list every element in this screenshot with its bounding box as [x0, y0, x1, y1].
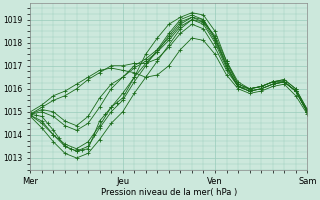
X-axis label: Pression niveau de la mer( hPa ): Pression niveau de la mer( hPa )	[101, 188, 237, 197]
